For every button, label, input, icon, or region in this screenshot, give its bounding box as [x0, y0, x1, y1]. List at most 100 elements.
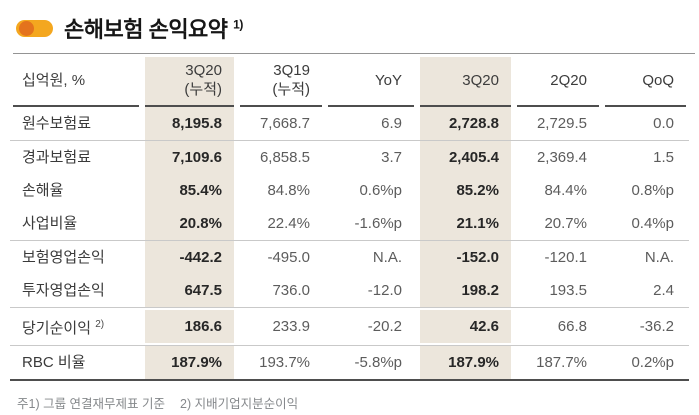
cell-value: 198.2 [420, 274, 511, 307]
cell: -495.0 [237, 240, 325, 274]
cell: N.A. [602, 240, 689, 274]
cell-value: 193.5 [549, 282, 587, 299]
cell: 손해율 [10, 174, 142, 207]
row-label: 사업비율 [22, 215, 78, 232]
cell: 193.5 [514, 274, 602, 307]
cell-highlight: 187.9% [142, 345, 237, 379]
cell-highlight: -442.2 [142, 240, 237, 274]
cell-value: 193.7% [259, 354, 310, 371]
column-header-3q20-cum: 3Q20 (누적) [142, 57, 237, 107]
cell-value: 2,729.5 [536, 115, 587, 132]
cell: N.A. [325, 240, 417, 274]
cell: 66.8 [514, 307, 602, 345]
table-row: 투자영업손익 647.5 736.0 -12.0 198.2 193.5 2.4 [10, 274, 689, 307]
cell-value: 3.7 [381, 149, 402, 166]
cell: 0.2%p [602, 345, 689, 379]
table-row: 당기순이익 2) 186.6 233.9 -20.2 42.6 66.8 -36… [10, 307, 689, 345]
cell: -20.2 [325, 307, 417, 345]
cell-value: 647.5 [145, 274, 234, 307]
cell-value: 187.9% [145, 346, 234, 379]
cell: 84.8% [237, 174, 325, 207]
cell-value: 186.6 [145, 310, 234, 343]
cell-highlight: 2,728.8 [417, 107, 514, 140]
cell: RBC 비율 [10, 345, 142, 379]
column-header-qoq: QoQ [602, 57, 689, 107]
cell: 736.0 [237, 274, 325, 307]
page-title-text: 손해보험 손익요약 [64, 17, 228, 42]
row-label: 투자영업손익 [22, 282, 105, 299]
table-row: 경과보험료 7,109.6 6,858.5 3.7 2,405.4 2,369.… [10, 140, 689, 174]
footnote-2: 2) 지배기업지분순이익 [180, 397, 299, 411]
row-label: 경과보험료 [22, 149, 92, 166]
cell: -5.8%p [325, 345, 417, 379]
cell: 2,369.4 [514, 140, 602, 174]
cell-highlight: 85.2% [417, 174, 514, 207]
unit-header-cell: 십억원, % [10, 57, 142, 107]
cell-value: -442.2 [145, 241, 234, 274]
cell-value: 7,109.6 [145, 141, 234, 174]
cell-value: 2,405.4 [420, 141, 511, 174]
cell: 0.0 [602, 107, 689, 140]
cell: 당기순이익 2) [10, 307, 142, 345]
cell-value: -36.2 [639, 318, 674, 335]
cell-value: N.A. [372, 249, 402, 266]
column-label: 3Q20 [185, 62, 222, 80]
row-label: 원수보험료 [22, 115, 92, 132]
cell: 0.6%p [325, 174, 417, 207]
row-label: 당기순이익 2) [13, 308, 139, 345]
cell: 20.7% [514, 207, 602, 240]
row-label-text: 당기순이익 [22, 320, 92, 337]
cell-value: 21.1% [420, 207, 511, 240]
cell: -36.2 [602, 307, 689, 345]
title-bullet-icon [16, 19, 53, 37]
column-label: QoQ [642, 71, 674, 89]
cell-value: 187.7% [536, 354, 587, 371]
column-sublabel: (누적) [184, 81, 222, 98]
cell: -12.0 [325, 274, 417, 307]
row-label: 손해율 [22, 182, 64, 199]
cell-value: 6.9 [381, 115, 402, 132]
page-title: 손해보험 손익요약 1) [64, 12, 243, 44]
row-label-superscript: 2) [95, 319, 105, 330]
cell: 3.7 [325, 140, 417, 174]
cell-highlight: 187.9% [417, 345, 514, 379]
table-row: RBC 비율 187.9% 193.7% -5.8%p 187.9% 187.7… [10, 345, 689, 379]
footnote: 주1) 그룹 연결재무제표 기준 2) 지배기업지분순이익 [17, 393, 699, 412]
page-title-superscript: 1) [233, 17, 243, 32]
cell: 경과보험료 [10, 140, 142, 174]
cell-value: 20.7% [544, 215, 587, 232]
cell-highlight: 198.2 [417, 274, 514, 307]
cell: 84.4% [514, 174, 602, 207]
table-row: 사업비율 20.8% 22.4% -1.6%p 21.1% 20.7% 0.4%… [10, 207, 689, 240]
cell-highlight: -152.0 [417, 240, 514, 274]
cell-value: 84.4% [544, 182, 587, 199]
cell: 원수보험료 [10, 107, 142, 140]
cell: 22.4% [237, 207, 325, 240]
cell: 2.4 [602, 274, 689, 307]
cell-value: 66.8 [557, 318, 587, 335]
column-label: 3Q19 [273, 62, 310, 80]
cell-value: 6,858.5 [259, 149, 310, 166]
header-row: 십억원, % 3Q20 (누적) 3Q19 (누적) YoY 3Q20 2Q20 Q… [10, 57, 689, 107]
column-label: 2Q20 [550, 71, 587, 89]
cell: 7,668.7 [237, 107, 325, 140]
title-row: 손해보험 손익요약 1) [16, 12, 699, 44]
cell-highlight: 2,405.4 [417, 140, 514, 174]
cell-value: -495.0 [267, 249, 310, 266]
cell-value: 22.4% [267, 215, 310, 232]
cell: 투자영업손익 [10, 274, 142, 307]
row-label: 보험영업손익 [22, 249, 105, 266]
cell: 0.8%p [602, 174, 689, 207]
cell-highlight: 186.6 [142, 307, 237, 345]
cell-value: 20.8% [145, 207, 234, 240]
table-row: 원수보험료 8,195.8 7,668.7 6.9 2,728.8 2,729.… [10, 107, 689, 140]
cell-value: -20.2 [367, 318, 402, 335]
column-header-3q20: 3Q20 [417, 57, 514, 107]
cell-value: 0.6%p [359, 182, 402, 199]
cell: 보험영업손익 [10, 240, 142, 274]
cell-value: 1.5 [653, 149, 674, 166]
cell-highlight: 8,195.8 [142, 107, 237, 140]
cell-highlight: 42.6 [417, 307, 514, 345]
cell-value: -5.8%p [354, 354, 402, 371]
